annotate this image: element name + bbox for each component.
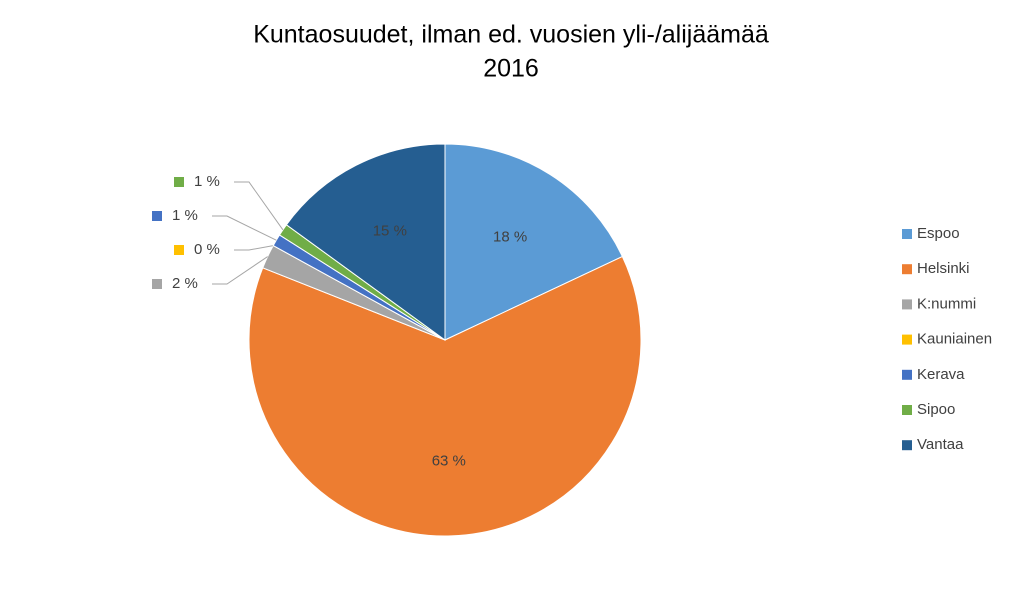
leader-line [234,181,284,231]
legend-key [902,334,912,345]
pie-slice [248,255,642,537]
legend-label: Espoo [917,225,960,242]
legend-label: Helsinki [917,260,970,277]
data-label: 18 % [493,228,527,245]
leader-line [212,215,277,241]
legend-label: Sipoo [917,401,955,418]
legend-key [902,299,912,310]
legend-label: Vantaa [917,436,964,453]
label-key [174,245,184,255]
leader-line [234,245,274,251]
chart-subtitle: 2016 [483,55,539,83]
data-label: 2 % [172,275,198,292]
label-key [152,211,162,221]
legend-key [902,440,912,451]
data-label: 1 % [194,173,220,190]
pie-slice [444,143,624,341]
legend-key [902,264,912,275]
legend-label: K:nummi [917,295,976,312]
label-key [152,279,162,289]
data-label: 15 % [373,223,407,240]
legend-key [902,369,912,380]
data-label: 63 % [432,452,466,469]
data-label: 1 % [172,207,198,224]
legend-key [902,229,912,239]
data-label: 0 % [194,241,220,258]
legend-label: Kauniainen [917,331,992,348]
legend-key [902,405,912,415]
legend-label: Kerava [917,366,965,383]
leader-line [212,256,268,285]
label-key [174,177,184,187]
chart-title: Kuntaosuudet, ilman ed. vuosien yli-/ali… [253,21,769,49]
pie-slice [285,143,446,341]
